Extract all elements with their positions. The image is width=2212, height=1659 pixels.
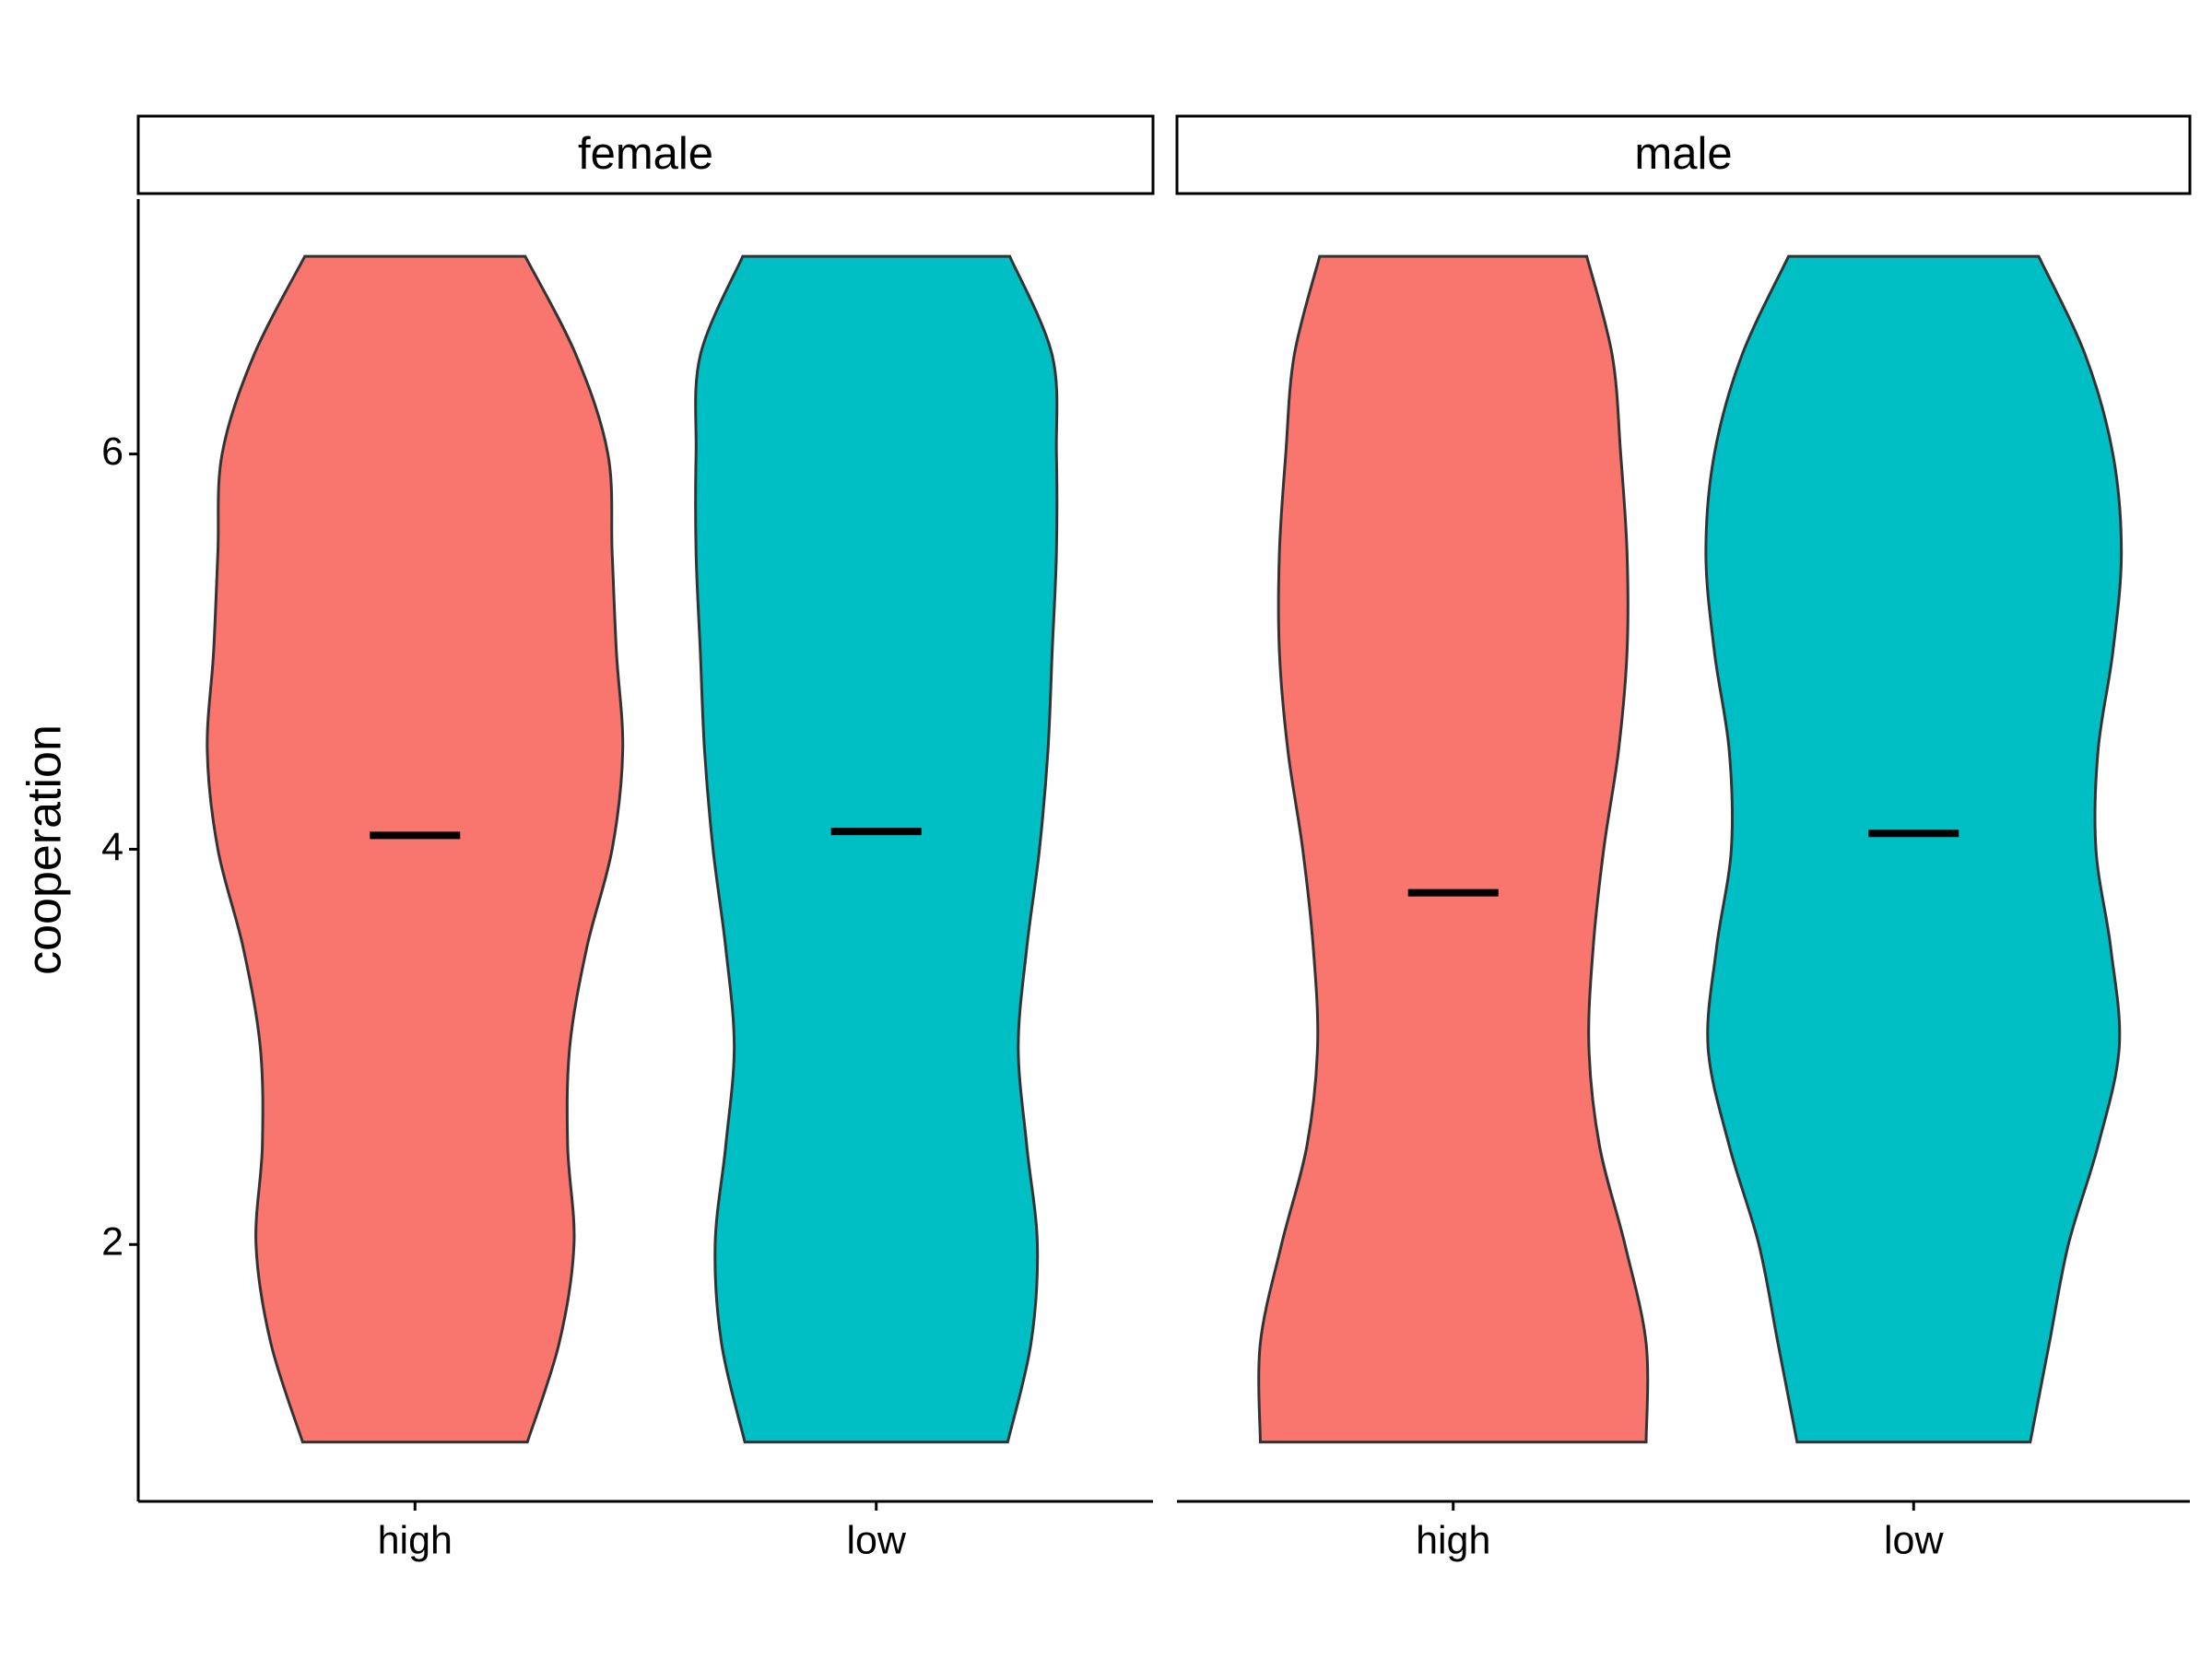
violin [694, 254, 1059, 1444]
violin [206, 254, 625, 1444]
x-tick-label: low [846, 1518, 906, 1562]
strip-label: female [578, 129, 713, 179]
y-tick-label: 6 [101, 429, 124, 474]
strip [1175, 114, 2192, 195]
violin [1257, 254, 1650, 1444]
y-tick-label: 4 [101, 825, 124, 869]
x-tick-label: high [1416, 1518, 1490, 1562]
x-tick-label: high [378, 1518, 453, 1562]
strip-label: male [1634, 129, 1732, 179]
x-tick-label: low [1884, 1518, 1944, 1562]
violin [1704, 254, 2124, 1444]
y-tick-label: 2 [101, 1220, 124, 1265]
y-axis-title: cooperation [18, 724, 72, 975]
strip [136, 114, 1155, 195]
